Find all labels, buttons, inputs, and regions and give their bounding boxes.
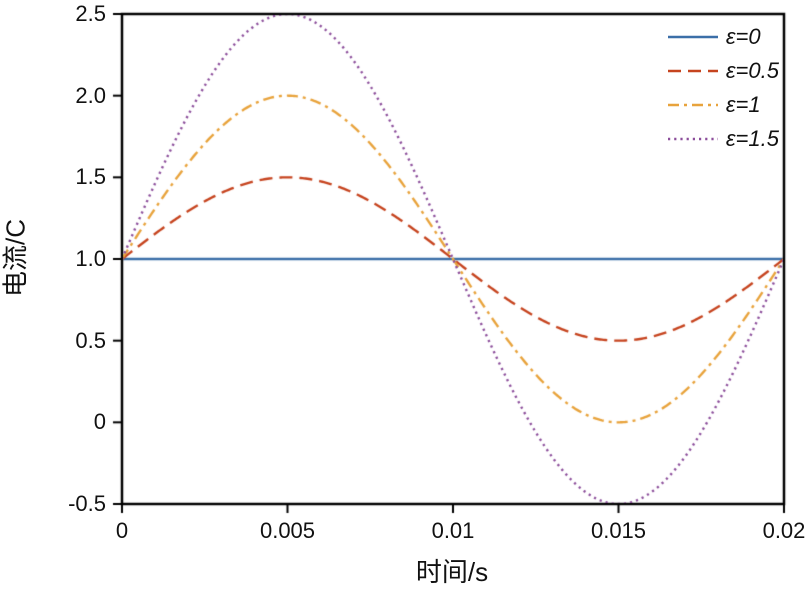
y-tick-label: 1.5 <box>75 164 106 190</box>
legend-line-sample-icon <box>667 103 718 106</box>
legend-label: ε=1.5 <box>725 125 779 151</box>
y-axis-label: 电流/C <box>0 218 31 298</box>
x-tick-label: 0.01 <box>431 518 475 543</box>
legend-line-sample-icon <box>667 69 718 72</box>
x-tick-label: 0.005 <box>259 518 316 543</box>
y-tick-label: 2.5 <box>75 1 106 26</box>
legend-item: ε=0.5 <box>667 57 779 83</box>
legend-line-sample-icon <box>667 35 718 38</box>
x-axis-label: 时间/s <box>415 557 489 587</box>
legend-line-sample-icon <box>667 137 718 140</box>
legend: ε=0 ε=0.5 ε=1 ε=1.5 <box>667 23 779 151</box>
legend-item: ε=1.5 <box>667 125 779 151</box>
legend-label: ε=1 <box>725 91 761 117</box>
y-tick-label: 0.5 <box>75 327 106 353</box>
y-tick-label: 0 <box>93 409 106 435</box>
x-tick-label: 0.02 <box>762 518 805 543</box>
y-tick-label: -0.5 <box>68 491 106 516</box>
legend-label: ε=0.5 <box>725 57 779 83</box>
y-tick-label: 2.0 <box>75 82 106 108</box>
legend-item: ε=0 <box>667 23 779 49</box>
legend-item: ε=1 <box>667 91 779 117</box>
x-tick-label: 0.015 <box>590 518 647 543</box>
y-tick-label: 1.0 <box>75 246 106 271</box>
legend-label: ε=0 <box>725 23 761 49</box>
x-tick-label: 0 <box>115 518 129 543</box>
